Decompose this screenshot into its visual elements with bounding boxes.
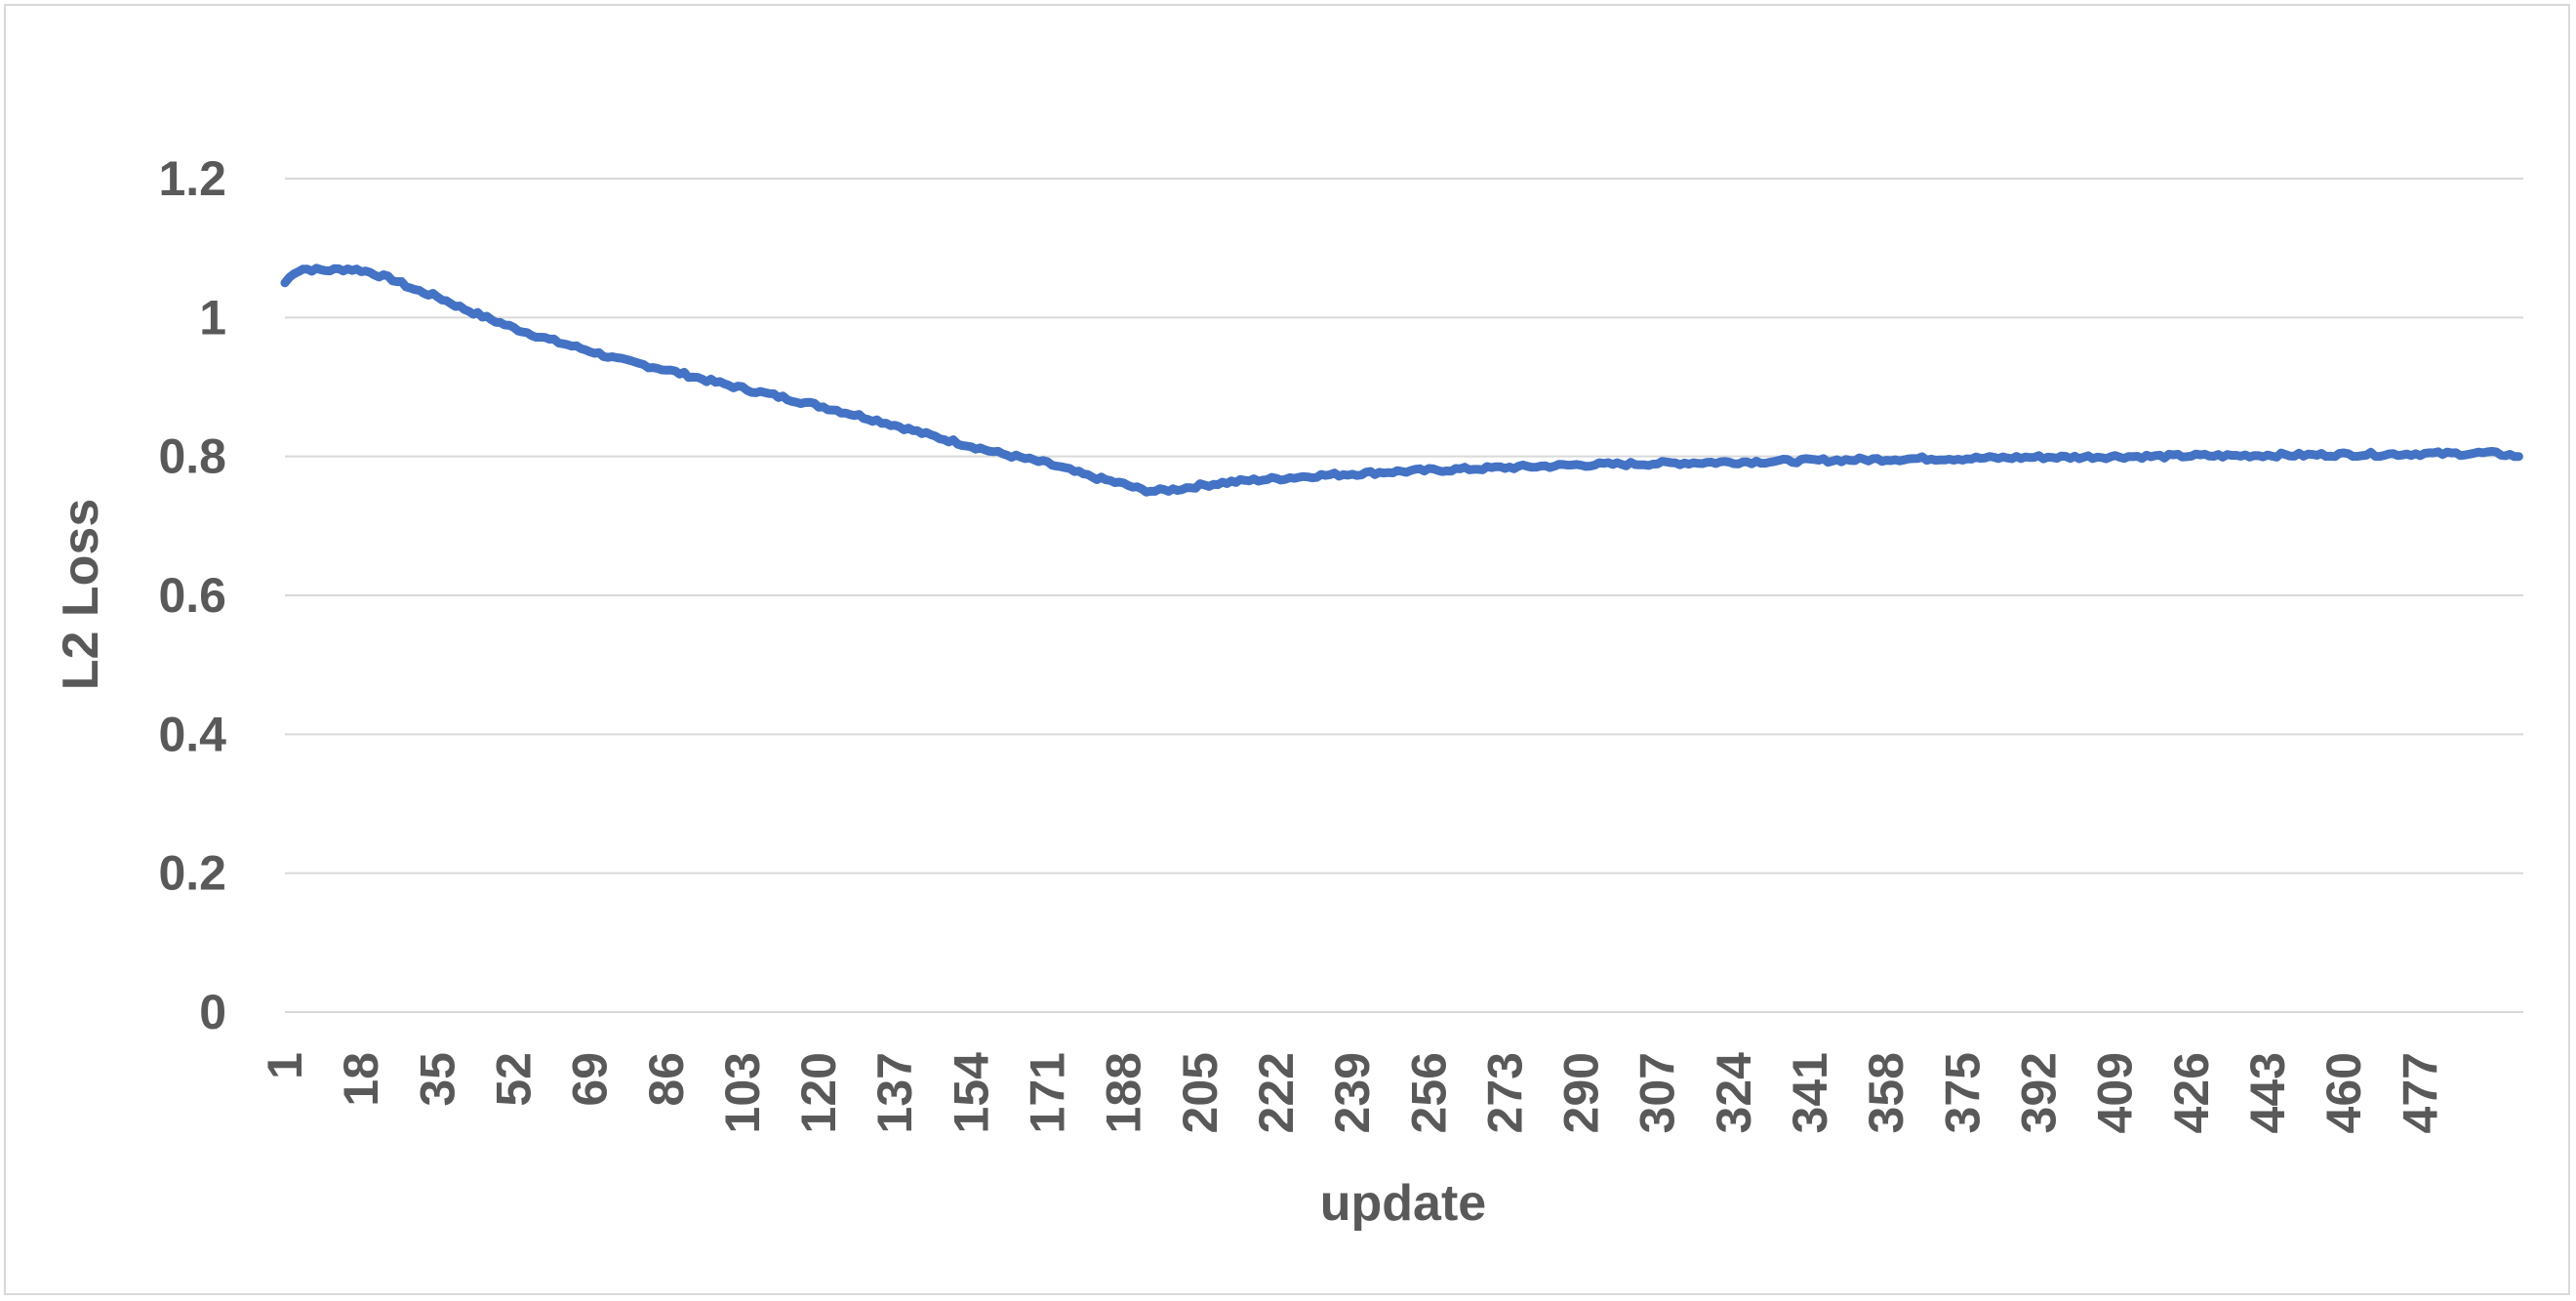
series-layer	[280, 264, 2523, 497]
x-tick-label: 375	[1935, 1052, 1990, 1133]
y-tick-label: 0.4	[158, 707, 226, 761]
x-tick-label: 205	[1173, 1052, 1228, 1133]
y-axis-tick-labels: 0 0.2 0.4 0.6 0.8 1 1.2	[158, 151, 226, 1039]
x-tick-label: 273	[1477, 1052, 1532, 1133]
x-tick-label: 154	[944, 1052, 998, 1134]
x-tick-label: 358	[1859, 1052, 1913, 1133]
gridlines	[285, 178, 2523, 1013]
y-tick-label: 1	[199, 290, 226, 345]
x-tick-label: 1	[258, 1052, 312, 1079]
x-tick-label: 120	[791, 1052, 846, 1133]
x-tick-label: 409	[2088, 1052, 2143, 1133]
x-tick-label: 103	[715, 1052, 770, 1133]
x-tick-label: 460	[2316, 1052, 2371, 1133]
y-tick-label: 0.8	[158, 429, 226, 484]
x-tick-label: 171	[1021, 1052, 1075, 1133]
x-tick-label: 239	[1325, 1052, 1380, 1133]
x-tick-label: 35	[410, 1052, 464, 1107]
y-tick-label: 0.6	[158, 568, 226, 623]
x-tick-label: 137	[867, 1052, 922, 1133]
x-tick-label: 52	[486, 1052, 541, 1107]
y-tick-label: 1.2	[158, 151, 226, 206]
x-tick-label: 86	[639, 1052, 694, 1107]
x-axis-tick-labels: 1 18 35 52 69 86 103 120 137 154 171 188 205 222 239 25…	[258, 1052, 2447, 1134]
y-tick-label: 0.2	[158, 846, 226, 901]
x-tick-label: 392	[2012, 1052, 2067, 1133]
x-tick-label: 426	[2164, 1052, 2219, 1133]
x-tick-label: 256	[1401, 1052, 1456, 1133]
x-tick-label: 188	[1097, 1052, 1151, 1133]
y-tick-label: 0	[199, 985, 226, 1039]
chart-frame	[4, 4, 2570, 1295]
x-axis-title: update	[1320, 1175, 1486, 1232]
y-axis-title: L2 Loss	[53, 499, 109, 691]
x-tick-label: 324	[1707, 1052, 1761, 1134]
x-tick-label: 307	[1630, 1052, 1685, 1133]
x-tick-label: 290	[1554, 1052, 1609, 1133]
x-tick-label: 443	[2240, 1052, 2295, 1133]
x-tick-label: 222	[1249, 1052, 1304, 1133]
x-tick-label: 18	[334, 1052, 388, 1107]
x-tick-label: 341	[1783, 1052, 1837, 1133]
x-tick-label: 477	[2393, 1052, 2447, 1133]
series-line	[280, 264, 2523, 497]
x-tick-label: 69	[563, 1052, 618, 1107]
